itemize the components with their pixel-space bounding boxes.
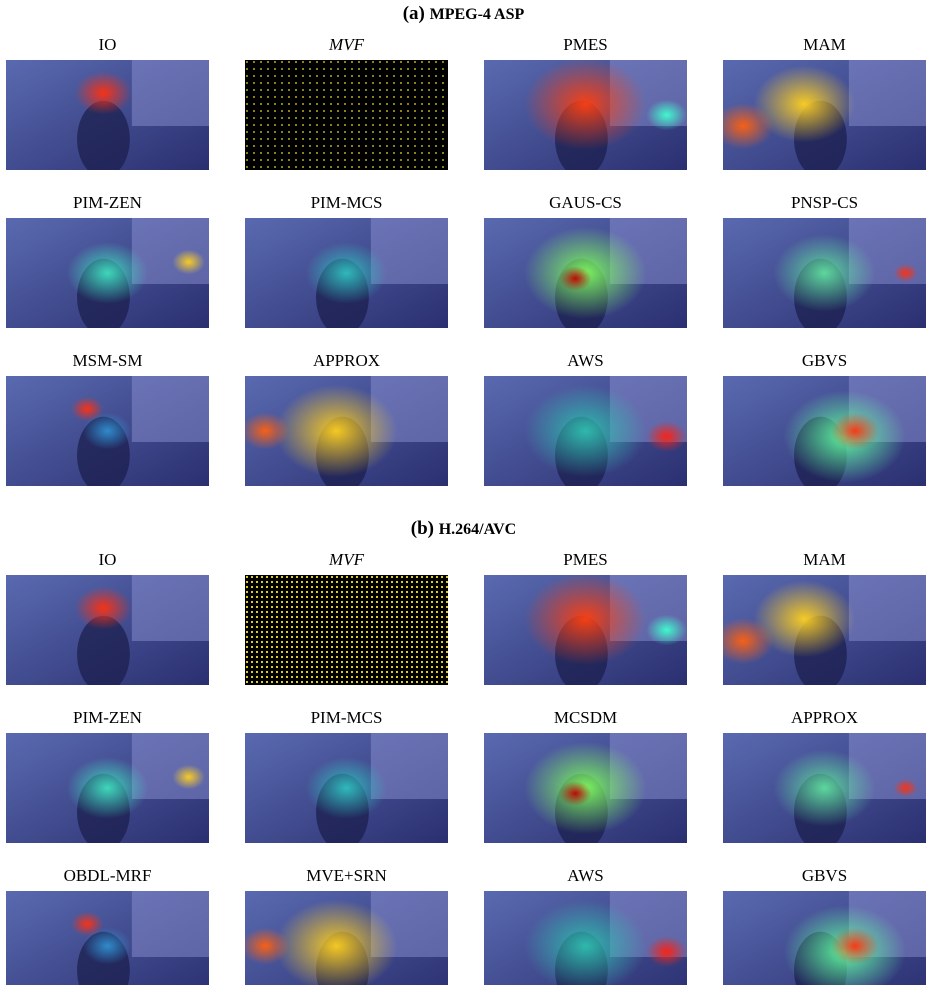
panel-caption: MVF (245, 35, 448, 55)
saliency-blob (75, 71, 132, 114)
saliency-blob (646, 936, 687, 967)
panel-caption: MSM-SM (6, 351, 209, 371)
panel-image (484, 891, 687, 985)
panel-caption: MVE+SRN (245, 866, 448, 886)
panel-image (245, 891, 448, 985)
saliency-blob (894, 264, 918, 282)
mvf-field (245, 60, 448, 170)
panel-image (245, 60, 448, 170)
panel-caption: PNSP-CS (723, 193, 926, 213)
panel-image (6, 60, 209, 170)
panel-image (723, 60, 926, 170)
saliency-blob (172, 250, 204, 275)
section-name: MPEG-4 ASP (430, 6, 525, 23)
panel-caption: AWS (484, 866, 687, 886)
panel-image (245, 376, 448, 486)
panel-caption: PIM-MCS (245, 193, 448, 213)
building (132, 60, 209, 126)
saliency-blob (894, 779, 918, 797)
panel-caption: OBDL-MRF (6, 866, 209, 886)
saliency-blob (646, 100, 687, 131)
saliency-blob (83, 413, 132, 450)
saliency-blob (172, 765, 204, 790)
saliency-blob (646, 615, 687, 646)
saliency-blob (306, 757, 387, 819)
building (132, 575, 209, 641)
panel-caption: IO (6, 550, 209, 570)
saliency-blob (774, 235, 876, 312)
panel-image (6, 891, 209, 985)
panel-caption: MAM (723, 550, 926, 570)
panel-caption: PIM-MCS (245, 708, 448, 728)
panel-image (245, 218, 448, 328)
saliency-blob (83, 928, 132, 965)
panel-caption: APPROX (723, 708, 926, 728)
saliency-blob (306, 242, 387, 304)
section-title: (b) H.264/AVC (0, 518, 927, 540)
saliency-blob (525, 60, 647, 150)
panel-caption: GBVS (723, 351, 926, 371)
panel-image (723, 891, 926, 985)
mvf-field (245, 575, 448, 685)
saliency-blob (525, 575, 647, 665)
saliency-blob (525, 385, 647, 477)
panel-image (245, 733, 448, 843)
panel-image (484, 60, 687, 170)
section-title: (a) MPEG-4 ASP (0, 3, 927, 25)
panel-caption: PMES (484, 550, 687, 570)
panel-caption: PIM-ZEN (6, 193, 209, 213)
panel-image (723, 376, 926, 486)
panel-image (484, 218, 687, 328)
panel-image (484, 376, 687, 486)
panel-image (245, 575, 448, 685)
saliency-blob (67, 242, 148, 304)
section-label: (b) (411, 518, 434, 539)
building (849, 575, 926, 641)
panel-caption: MCSDM (484, 708, 687, 728)
saliency-blob (831, 928, 880, 965)
panel-caption: PIM-ZEN (6, 708, 209, 728)
panel-caption: AWS (484, 351, 687, 371)
building (849, 60, 926, 126)
panel-caption: MAM (723, 35, 926, 55)
panel-caption: PMES (484, 35, 687, 55)
saliency-blob (75, 586, 132, 629)
panel-image (6, 376, 209, 486)
saliency-blob (559, 266, 591, 291)
panel-image (723, 733, 926, 843)
panel-caption: IO (6, 35, 209, 55)
saliency-blob (774, 750, 876, 827)
panel-image (6, 218, 209, 328)
panel-caption: GBVS (723, 866, 926, 886)
section-label: (a) (403, 3, 425, 24)
panel-image (484, 733, 687, 843)
building (132, 891, 209, 957)
saliency-blob (646, 421, 687, 452)
saliency-blob (275, 385, 397, 477)
saliency-blob (67, 757, 148, 819)
panel-caption: APPROX (245, 351, 448, 371)
saliency-blob (559, 781, 591, 806)
figure: (a) MPEG-4 ASP IO MVF PMES MAM PIM-ZEN PIM-MCS… (0, 0, 927, 985)
panel-image (723, 575, 926, 685)
building (132, 376, 209, 442)
panel-image (6, 733, 209, 843)
panel-caption: GAUS-CS (484, 193, 687, 213)
panel-image (6, 575, 209, 685)
panel-caption: MVF (245, 550, 448, 570)
section-name: H.264/AVC (439, 521, 517, 538)
panel-image (723, 218, 926, 328)
saliency-blob (831, 413, 880, 450)
panel-image (484, 575, 687, 685)
